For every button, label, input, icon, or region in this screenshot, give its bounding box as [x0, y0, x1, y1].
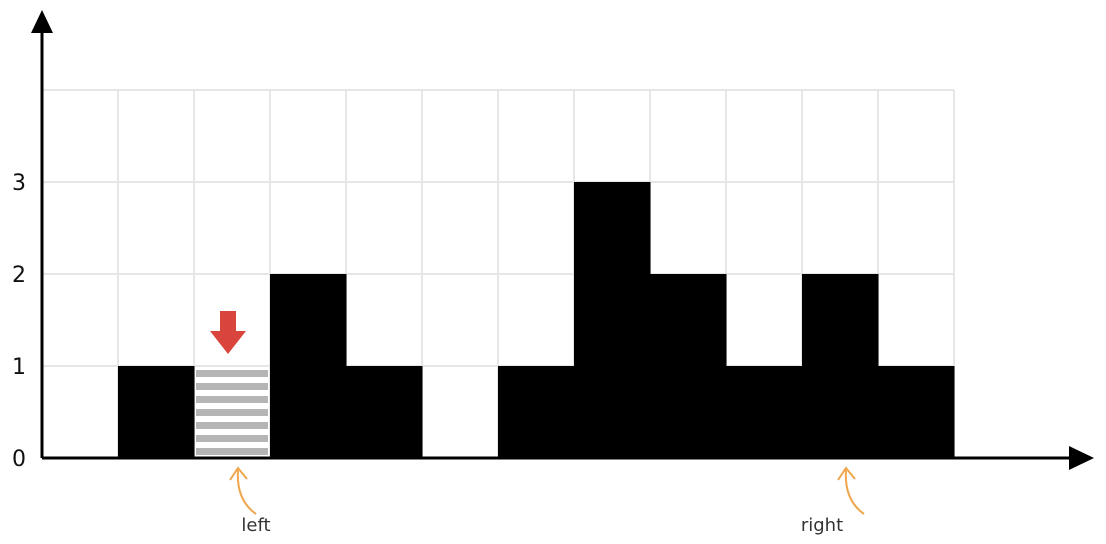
y-axis-arrowhead	[31, 10, 53, 33]
water-stripe	[196, 409, 268, 416]
y-tick-label: 0	[12, 447, 26, 472]
elevation-bars	[118, 182, 955, 458]
pointer-label-right: right	[801, 515, 843, 536]
water-stripe	[196, 435, 268, 442]
x-axis-arrowhead	[1069, 446, 1094, 470]
elevation-bar	[878, 366, 955, 458]
pointers: left right	[229, 466, 865, 536]
axes	[31, 10, 1094, 470]
y-tick-labels: 0 1 2 3	[12, 171, 26, 472]
pointer-label-left: left	[241, 515, 270, 536]
water-stripe	[196, 383, 268, 390]
y-tick-label: 1	[12, 355, 26, 380]
elevation-bar	[574, 182, 651, 458]
elevation-bar	[650, 274, 727, 458]
pointer-arrowhead	[837, 466, 856, 481]
elevation-bar	[726, 366, 803, 458]
down-arrow-icon	[210, 311, 246, 354]
pointer-arrow-line	[236, 469, 257, 515]
elevation-bar	[802, 274, 879, 458]
elevation-bar	[118, 366, 195, 458]
pointer-arrow-line	[844, 469, 865, 515]
water-stripe	[196, 448, 268, 455]
elevation-bar	[346, 366, 423, 458]
trapped-water	[196, 370, 268, 455]
y-tick-label: 3	[12, 171, 26, 196]
y-tick-label: 2	[12, 263, 26, 288]
down-arrow-shape	[210, 311, 246, 354]
water-stripe	[196, 396, 268, 403]
elevation-bar	[270, 274, 347, 458]
water-stripe	[196, 422, 268, 429]
water-stripe	[196, 370, 268, 377]
pointer-arrowhead	[229, 466, 248, 481]
elevation-bar	[498, 366, 575, 458]
